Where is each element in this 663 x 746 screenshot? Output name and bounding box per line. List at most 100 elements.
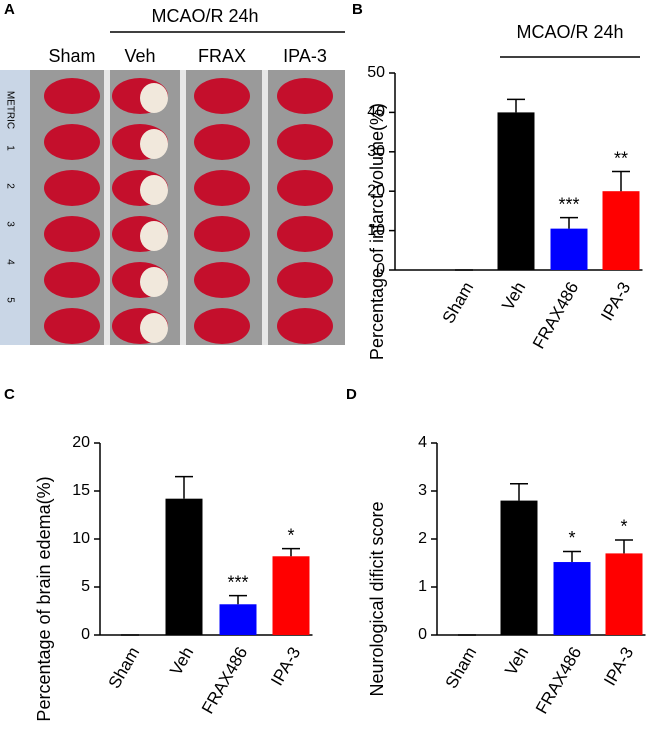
x-tick-label: Sham xyxy=(105,644,144,692)
bar xyxy=(500,500,538,635)
infarct-area xyxy=(140,83,168,113)
error-bar xyxy=(560,216,578,229)
infarct-area xyxy=(140,267,168,297)
y-tick-label: 20 xyxy=(367,182,385,199)
x-tick-label: FRAX486 xyxy=(532,644,585,717)
y-tick-label: 10 xyxy=(72,530,90,547)
x-tick-label: FRAX486 xyxy=(198,644,251,717)
brain-slice xyxy=(44,216,100,252)
y-tick-label: 2 xyxy=(418,530,427,547)
error-bar xyxy=(282,547,300,557)
x-tick-label: Sham xyxy=(439,279,478,327)
y-tick-label: 4 xyxy=(418,434,427,451)
significance-label: *** xyxy=(558,194,579,214)
y-tick-label: 3 xyxy=(418,482,427,499)
column-label: Sham xyxy=(48,46,95,66)
error-bar xyxy=(563,550,581,563)
bar xyxy=(550,228,588,270)
brain-slice xyxy=(44,262,100,298)
infarct-area xyxy=(140,221,168,251)
y-axis-label: Percentage of brain edema(%) xyxy=(34,476,54,721)
y-tick-label: 20 xyxy=(72,434,90,451)
bar xyxy=(602,191,640,270)
y-axis-label: Neurological dificit score xyxy=(367,501,387,696)
error-bar xyxy=(175,475,193,499)
ruler-label: 2 xyxy=(4,183,15,189)
x-tick-label: Veh xyxy=(501,644,532,679)
y-tick-label: 0 xyxy=(418,626,427,643)
y-tick-label: 0 xyxy=(376,261,385,278)
significance-label: * xyxy=(568,528,575,548)
ruler xyxy=(0,70,30,345)
x-tick-label: Veh xyxy=(498,279,529,314)
infarct-area xyxy=(140,175,168,205)
brain-slice xyxy=(44,308,100,344)
brain-slice xyxy=(44,78,100,114)
y-tick-label: 40 xyxy=(367,104,385,121)
panel-header: MCAO/R 24h xyxy=(151,6,258,26)
photo-divider xyxy=(262,70,268,345)
brain-slice xyxy=(194,262,250,298)
brain-slice xyxy=(44,124,100,160)
y-tick-label: 5 xyxy=(81,578,90,595)
photo-divider xyxy=(180,70,186,345)
error-bar xyxy=(229,594,247,605)
panel-letter: A xyxy=(4,1,15,18)
panel-letter: C xyxy=(4,386,15,403)
brain-slice xyxy=(44,170,100,206)
y-tick-label: 15 xyxy=(72,482,90,499)
brain-slice xyxy=(277,262,333,298)
column-label: FRAX xyxy=(198,46,246,66)
photo-panel: A MCAO/R 24h xyxy=(0,1,345,345)
brain-slice xyxy=(277,124,333,160)
column-label: IPA-3 xyxy=(283,46,327,66)
x-tick-label: FRAX486 xyxy=(529,279,582,352)
brain-slice xyxy=(194,170,250,206)
bar xyxy=(553,562,591,635)
brain-slice xyxy=(194,216,250,252)
x-tick-label: Veh xyxy=(166,644,197,679)
photo-divider xyxy=(104,70,110,345)
panel-letter: B xyxy=(352,1,363,18)
brain-slice xyxy=(194,124,250,160)
error-bar xyxy=(507,98,525,113)
bar xyxy=(497,112,535,271)
y-tick-label: 1 xyxy=(418,578,427,595)
bar xyxy=(605,553,643,635)
x-tick-label: IPA-3 xyxy=(600,644,637,689)
error-bar xyxy=(612,170,630,192)
y-axis-label: Percentage of infarct volume(%) xyxy=(367,103,387,360)
ruler-label: 3 xyxy=(4,221,15,227)
bar xyxy=(219,604,257,635)
ruler-label: METRIC xyxy=(4,91,15,129)
brain-slice xyxy=(277,216,333,252)
brain-slice xyxy=(194,308,250,344)
brain-slice xyxy=(277,308,333,344)
ruler-label: 4 xyxy=(4,259,15,265)
y-tick-label: 10 xyxy=(367,222,385,239)
bar xyxy=(272,556,310,635)
infarct-area xyxy=(140,313,168,343)
brain-slice xyxy=(194,78,250,114)
y-tick-label: 0 xyxy=(81,626,90,643)
brain-slice xyxy=(277,170,333,206)
significance-label: * xyxy=(620,517,627,537)
x-tick-label: Sham xyxy=(442,644,481,692)
y-tick-label: 30 xyxy=(367,143,385,160)
bar xyxy=(165,498,203,635)
brain-slice xyxy=(277,78,333,114)
ruler-label: 1 xyxy=(4,145,15,151)
y-tick-label: 50 xyxy=(367,64,385,81)
x-tick-label: IPA-3 xyxy=(597,279,634,324)
error-bar xyxy=(510,483,528,501)
x-tick-label: IPA-3 xyxy=(267,644,304,689)
panel-header: MCAO/R 24h xyxy=(516,22,623,42)
significance-label: *** xyxy=(227,572,248,592)
error-bar xyxy=(615,539,633,554)
ruler-label: 5 xyxy=(4,297,15,303)
infarct-area xyxy=(140,129,168,159)
column-label: Veh xyxy=(124,46,155,66)
photo-background xyxy=(0,70,345,345)
panel-letter: D xyxy=(346,386,357,403)
